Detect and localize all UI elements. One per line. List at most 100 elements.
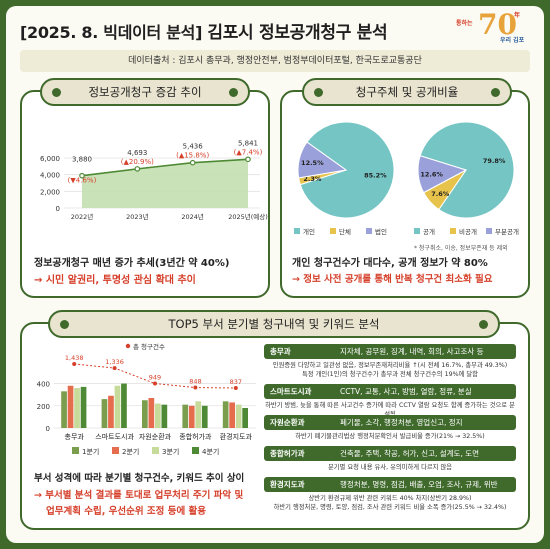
- keyword-terms: 지자체, 공무원, 징계, 내역, 회의, 사고조사 등: [340, 347, 484, 356]
- bar: [155, 403, 161, 428]
- pie-slice: [299, 121, 395, 219]
- value-label: 3,880: [72, 156, 92, 164]
- growth-label: (▼4.6%): [68, 177, 97, 185]
- legend-swatch: [152, 447, 159, 454]
- keyword-header: 자원순환과 폐기물, 소각, 행정처분, 영업신고, 정지: [264, 415, 516, 430]
- legend-label: 법인: [375, 227, 387, 236]
- total-label: 848: [189, 378, 201, 386]
- keyword-terms: 폐기물, 소각, 행정처분, 영업신고, 정지: [340, 418, 463, 427]
- bar: [242, 408, 248, 428]
- legend-label: 3분기: [162, 447, 179, 456]
- keyword-description: 인원증원 다양하고 일관성 없음, 정보부존재처리비율 ↑(시 전체 16.7%…: [272, 362, 508, 369]
- legend-label: 2분기: [122, 447, 139, 456]
- request-trend-chart: 6,0004,0002,00003,880(▼4.6%)2022년4,693(▲…: [40, 140, 268, 221]
- bar: [108, 395, 114, 428]
- keyword-dept: 종합허가과: [270, 449, 305, 458]
- pie-slice: [417, 155, 468, 194]
- y-tick-label: 2,000: [40, 188, 60, 196]
- legend-swatch: [192, 447, 199, 454]
- y-tick-label: 4,000: [40, 172, 60, 180]
- growth-label: (▲7.4%): [234, 148, 263, 156]
- logo-suffix: 年: [514, 12, 521, 19]
- y-tick-label: 6,000: [40, 155, 60, 163]
- keyword-header: 종합허가과 건축물, 주택, 착공, 허가, 신고, 설계도, 도면: [264, 446, 516, 461]
- logo-sub-text: 우리 김포: [500, 37, 525, 44]
- legend-swatch: [414, 228, 420, 234]
- total-point: [233, 386, 238, 390]
- bar: [188, 405, 195, 428]
- value-label: 4,693: [127, 149, 147, 157]
- keyword-dept: 자원순환과: [270, 418, 305, 427]
- keyword-description: 분기별 요청 내용 유사, 유의미하게 다르지 않음: [327, 464, 453, 471]
- disclosure-note: * 청구취소, 이송, 정보부존재 등 제외: [414, 245, 508, 252]
- data-source: 데이터출처 : 김포시 총무과, 행정안전부, 범정부데이터포털, 한국도로교통…: [20, 50, 530, 72]
- total-label: 1,438: [65, 354, 84, 362]
- legend-swatch: [112, 447, 119, 454]
- bar: [235, 404, 242, 428]
- trend-caption: 정보공개청구 매년 증가 추세(3년간 약 40%): [34, 258, 230, 269]
- keyword-description: 상반기 환경규제 위반 관련 키워드 40% 차지(상반기 28.9%): [308, 495, 472, 502]
- total-point: [72, 362, 77, 366]
- title-main: 김포시 정보공개청구 분석: [207, 23, 388, 43]
- legend-total-marker: [125, 343, 131, 349]
- bar: [74, 388, 80, 428]
- value-label: 5,841: [238, 140, 258, 147]
- slice-label: 85.2%: [364, 172, 387, 180]
- pill-dot-icon: [229, 88, 238, 97]
- requester-caption-arrow: → 정보 사전 공개를 통해 반복 청구건 최소화 필요: [292, 274, 493, 285]
- total-point: [153, 381, 157, 386]
- trend-line: [81, 158, 249, 177]
- keyword-description: 하반기 행정처분, 명령, 토양, 점검, 조사 관련 키워드 비율 소폭 증가…: [273, 504, 507, 511]
- keyword-header: 총무과 지자체, 공무원, 징계, 내역, 회의, 사고조사 등: [264, 344, 516, 359]
- y-tick-label: 200: [37, 403, 50, 411]
- value-label: 5,436: [183, 143, 204, 151]
- keyword-header: 스마트도시과 CCTV, 교통, 사고, 방범, 열람, 정류, 분실: [264, 384, 516, 399]
- legend-swatch: [450, 228, 456, 234]
- legend-total-label: 총 청구건수: [133, 342, 165, 351]
- area-fill: [82, 159, 248, 208]
- keyword-dept: 스마트도시과: [270, 387, 312, 396]
- bar: [148, 398, 155, 428]
- bar: [222, 401, 229, 428]
- legend-label: 단체: [339, 227, 351, 236]
- keyword-header: 환경지도과 행정처분, 명령, 점검, 배출, 오염, 조사, 규제, 위반: [264, 477, 516, 492]
- total-label: 1,336: [105, 358, 124, 366]
- pie-slice: [297, 141, 348, 179]
- x-tick-label: 총무과: [65, 432, 85, 441]
- top5-caption: 부서 성격에 따라 분기별 청구건수, 키워드 추이 상이: [34, 473, 245, 484]
- legend-label: 1분기: [82, 447, 99, 456]
- bar: [229, 402, 235, 428]
- legend-label: 부분공개: [495, 227, 519, 236]
- trend-caption-arrow: → 시민 알권리, 투명성 관심 확대 추이: [34, 275, 196, 286]
- y-tick-label: 0: [46, 425, 50, 433]
- logo-number: 70: [478, 8, 517, 41]
- panel-title-top5: TOP5 부서 분기별 청구내역 및 키워드 분석: [48, 310, 500, 338]
- data-point: [189, 159, 196, 166]
- x-tick-label: 2024년: [181, 212, 204, 221]
- bar: [195, 401, 202, 428]
- kimpo-70th-logo: 통하는 70 年 우리 김포: [456, 8, 532, 48]
- data-point: [134, 166, 141, 172]
- legend-swatch: [366, 228, 372, 234]
- total-line: [74, 363, 236, 389]
- requester-caption: 개인 청구건수가 대다수, 공개 정보가 약 80%: [292, 258, 488, 269]
- top5-caption-arrow-1: → 부서별 분석 결과를 토대로 업무처리 주기 파악 및: [34, 490, 244, 501]
- slice-label: 12.5%: [301, 159, 324, 167]
- logo-number-text: 70: [478, 8, 517, 41]
- keyword-dept: 환경지도과: [270, 480, 305, 489]
- slice-label: 7.6%: [431, 190, 450, 198]
- keyword-description: 하반기 폐기물관리법상 행정처분확인서 발급비율 증가(21% → 32.5%): [295, 433, 485, 440]
- legend-label: 4분기: [202, 447, 219, 456]
- panel-title-text: 청구주체 및 공개비율: [355, 85, 459, 99]
- bar: [121, 383, 127, 428]
- x-tick-label: 2023년: [126, 212, 149, 221]
- keyword-description: 특정 개인(1인)의 청구건수가 총무과 전체 청구건수의 19%에 달함: [302, 371, 478, 378]
- pie-slice: [419, 121, 515, 219]
- y-tick-label: 0: [56, 205, 60, 213]
- bar: [161, 404, 168, 428]
- department-quarterly-chart: 400 200 0 총무과 스마트도시과 자원순환과 종합허가과 환경지도과 1,438 1,33…: [37, 342, 256, 456]
- pill-dot-icon: [60, 320, 69, 329]
- data-point: [245, 156, 251, 163]
- slice-label: 2.3%: [303, 175, 322, 183]
- pill-dot-icon: [52, 88, 61, 97]
